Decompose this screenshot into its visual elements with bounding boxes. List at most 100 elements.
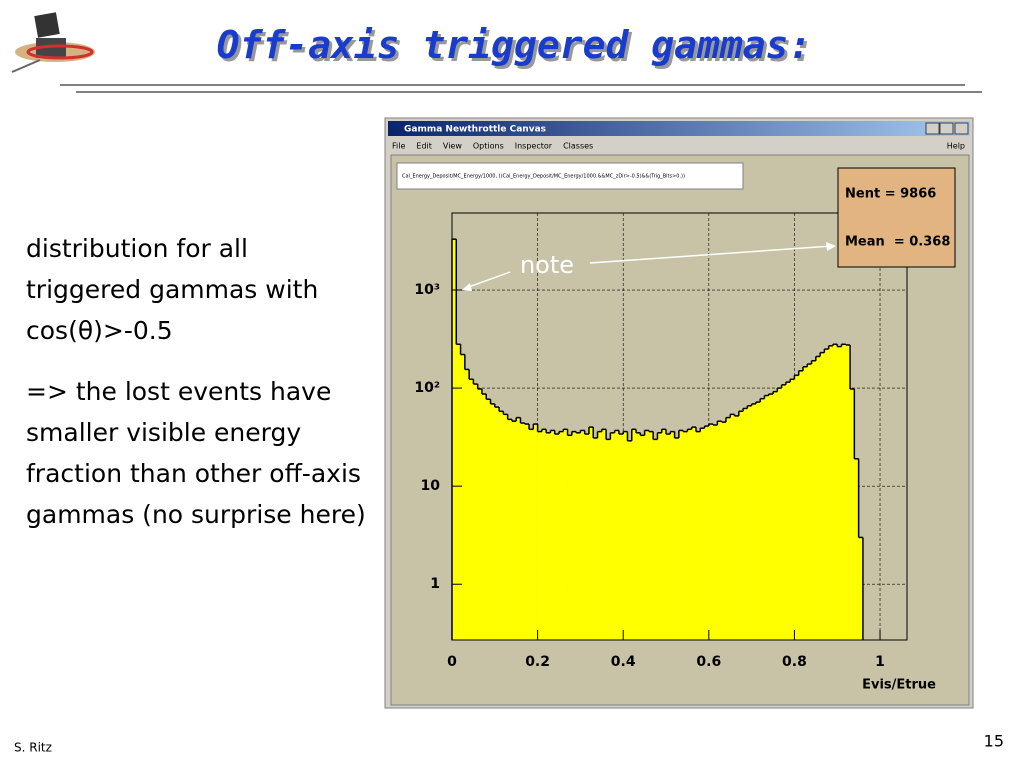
bar (559, 431, 564, 640)
window-title: Gamma Newthrottle Canvas (404, 125, 546, 135)
bar (747, 405, 752, 640)
window-buttons[interactable] (925, 122, 969, 135)
bar (648, 431, 654, 640)
bar (580, 430, 585, 640)
pad-label: Cal_Energy_Deposit/MC_Energy/1000, ((Cal… (402, 174, 685, 180)
bar (456, 344, 461, 640)
bar (841, 344, 847, 640)
title: Off-axis triggered gammas: (217, 23, 812, 67)
y-tick-label: 10³ (414, 282, 440, 298)
bar (678, 430, 684, 640)
bar (777, 388, 782, 640)
bar (623, 431, 628, 640)
bar (511, 421, 517, 640)
bar (473, 384, 478, 640)
bar (815, 356, 821, 640)
bar (858, 537, 864, 640)
bar (593, 437, 598, 640)
bar (850, 388, 855, 640)
bar (644, 430, 650, 640)
menu-item[interactable]: Inspector (515, 142, 553, 151)
body-text: distribution for all triggered gammas wi… (26, 228, 366, 555)
menu-item[interactable]: Edit (416, 142, 432, 151)
bar (845, 345, 851, 640)
bar (824, 349, 829, 640)
bar (636, 432, 641, 640)
page-number: 15 (984, 732, 1004, 751)
bar (631, 429, 637, 640)
bar (828, 345, 834, 640)
bar (708, 424, 714, 640)
menu-item[interactable]: Options (473, 142, 504, 151)
x-tick-label: 0.4 (611, 654, 636, 670)
bar (820, 352, 825, 640)
bar (773, 391, 778, 640)
bar (584, 434, 590, 640)
bar (516, 417, 521, 640)
bar (614, 430, 620, 640)
menu-item[interactable]: File (392, 142, 405, 151)
stats-text: Nent = 9866 (845, 187, 936, 202)
menu-item[interactable]: View (443, 142, 462, 151)
y-tick-label: 10² (414, 380, 440, 396)
bar (700, 428, 705, 640)
stats-text: Mean = 0.368 (845, 235, 950, 250)
bar (490, 403, 496, 640)
bar (854, 458, 859, 640)
bar (576, 432, 581, 640)
menu-item[interactable]: Classes (563, 142, 593, 151)
bar (452, 239, 457, 640)
bar (640, 435, 645, 640)
bar (713, 425, 718, 640)
x-axis-label: Evis/Etrue (862, 678, 936, 693)
bar (520, 423, 526, 640)
bar (730, 414, 735, 640)
bar (567, 435, 573, 640)
bar (618, 434, 624, 640)
author: S. Ritz (14, 741, 52, 755)
bar (524, 424, 530, 640)
bar (554, 434, 560, 640)
bar (661, 429, 667, 640)
bar (768, 394, 774, 640)
bar (807, 364, 812, 640)
note: note (520, 251, 574, 279)
bar (832, 344, 838, 640)
bar (691, 427, 697, 640)
bar (837, 346, 842, 640)
bar (687, 429, 692, 640)
plot-frame (451, 212, 908, 641)
bar (683, 431, 688, 640)
bar (486, 399, 491, 640)
y-tick-label: 1 (430, 576, 440, 592)
bar (811, 360, 817, 640)
bar (721, 422, 727, 640)
bar (695, 431, 701, 640)
bar (670, 431, 675, 640)
bar (503, 414, 508, 640)
menu-item[interactable]: Help (947, 142, 965, 151)
annotation: note (462, 242, 836, 291)
bar (571, 431, 577, 640)
bar (597, 431, 603, 640)
y-tick-label: 10 (421, 478, 441, 494)
logo (11, 12, 95, 73)
x-tick-label: 0 (447, 654, 457, 670)
bar (798, 370, 804, 640)
x-tick-label: 1 (875, 654, 885, 670)
bar (481, 394, 487, 640)
bar (764, 395, 770, 640)
bar (704, 426, 710, 640)
bar (533, 424, 538, 640)
bar (760, 398, 765, 640)
bar (529, 429, 534, 640)
bar (743, 408, 748, 640)
x-tick-label: 0.6 (696, 654, 721, 670)
x-tick-label: 0.8 (782, 654, 807, 670)
bar (734, 415, 740, 640)
bar (464, 369, 470, 640)
bar (657, 432, 663, 640)
bar (588, 427, 594, 640)
